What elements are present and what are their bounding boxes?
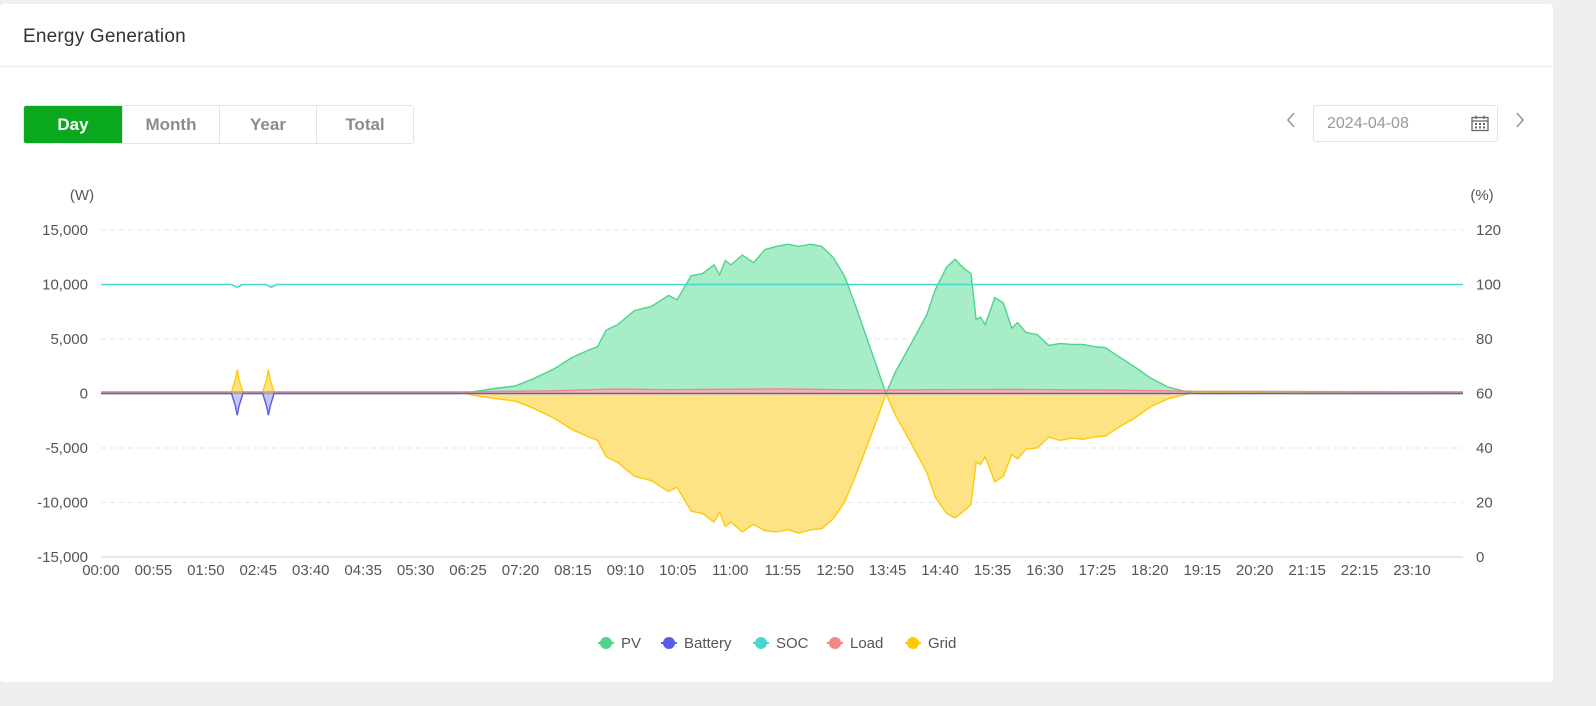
date-input[interactable] (1313, 105, 1498, 142)
tab-total[interactable]: Total (316, 106, 413, 143)
period-tabs: Day Month Year Total (23, 105, 414, 144)
calendar-icon[interactable] (1471, 115, 1489, 132)
energy-generation-card: Energy Generation Day Month Year Total (0, 4, 1553, 682)
tab-month[interactable]: Month (122, 106, 219, 143)
tab-year[interactable]: Year (219, 106, 316, 143)
chevron-left-icon[interactable] (1281, 111, 1301, 135)
card-title: Energy Generation (0, 4, 1553, 67)
chevron-right-icon[interactable] (1510, 111, 1530, 135)
tab-day[interactable]: Day (24, 106, 122, 143)
